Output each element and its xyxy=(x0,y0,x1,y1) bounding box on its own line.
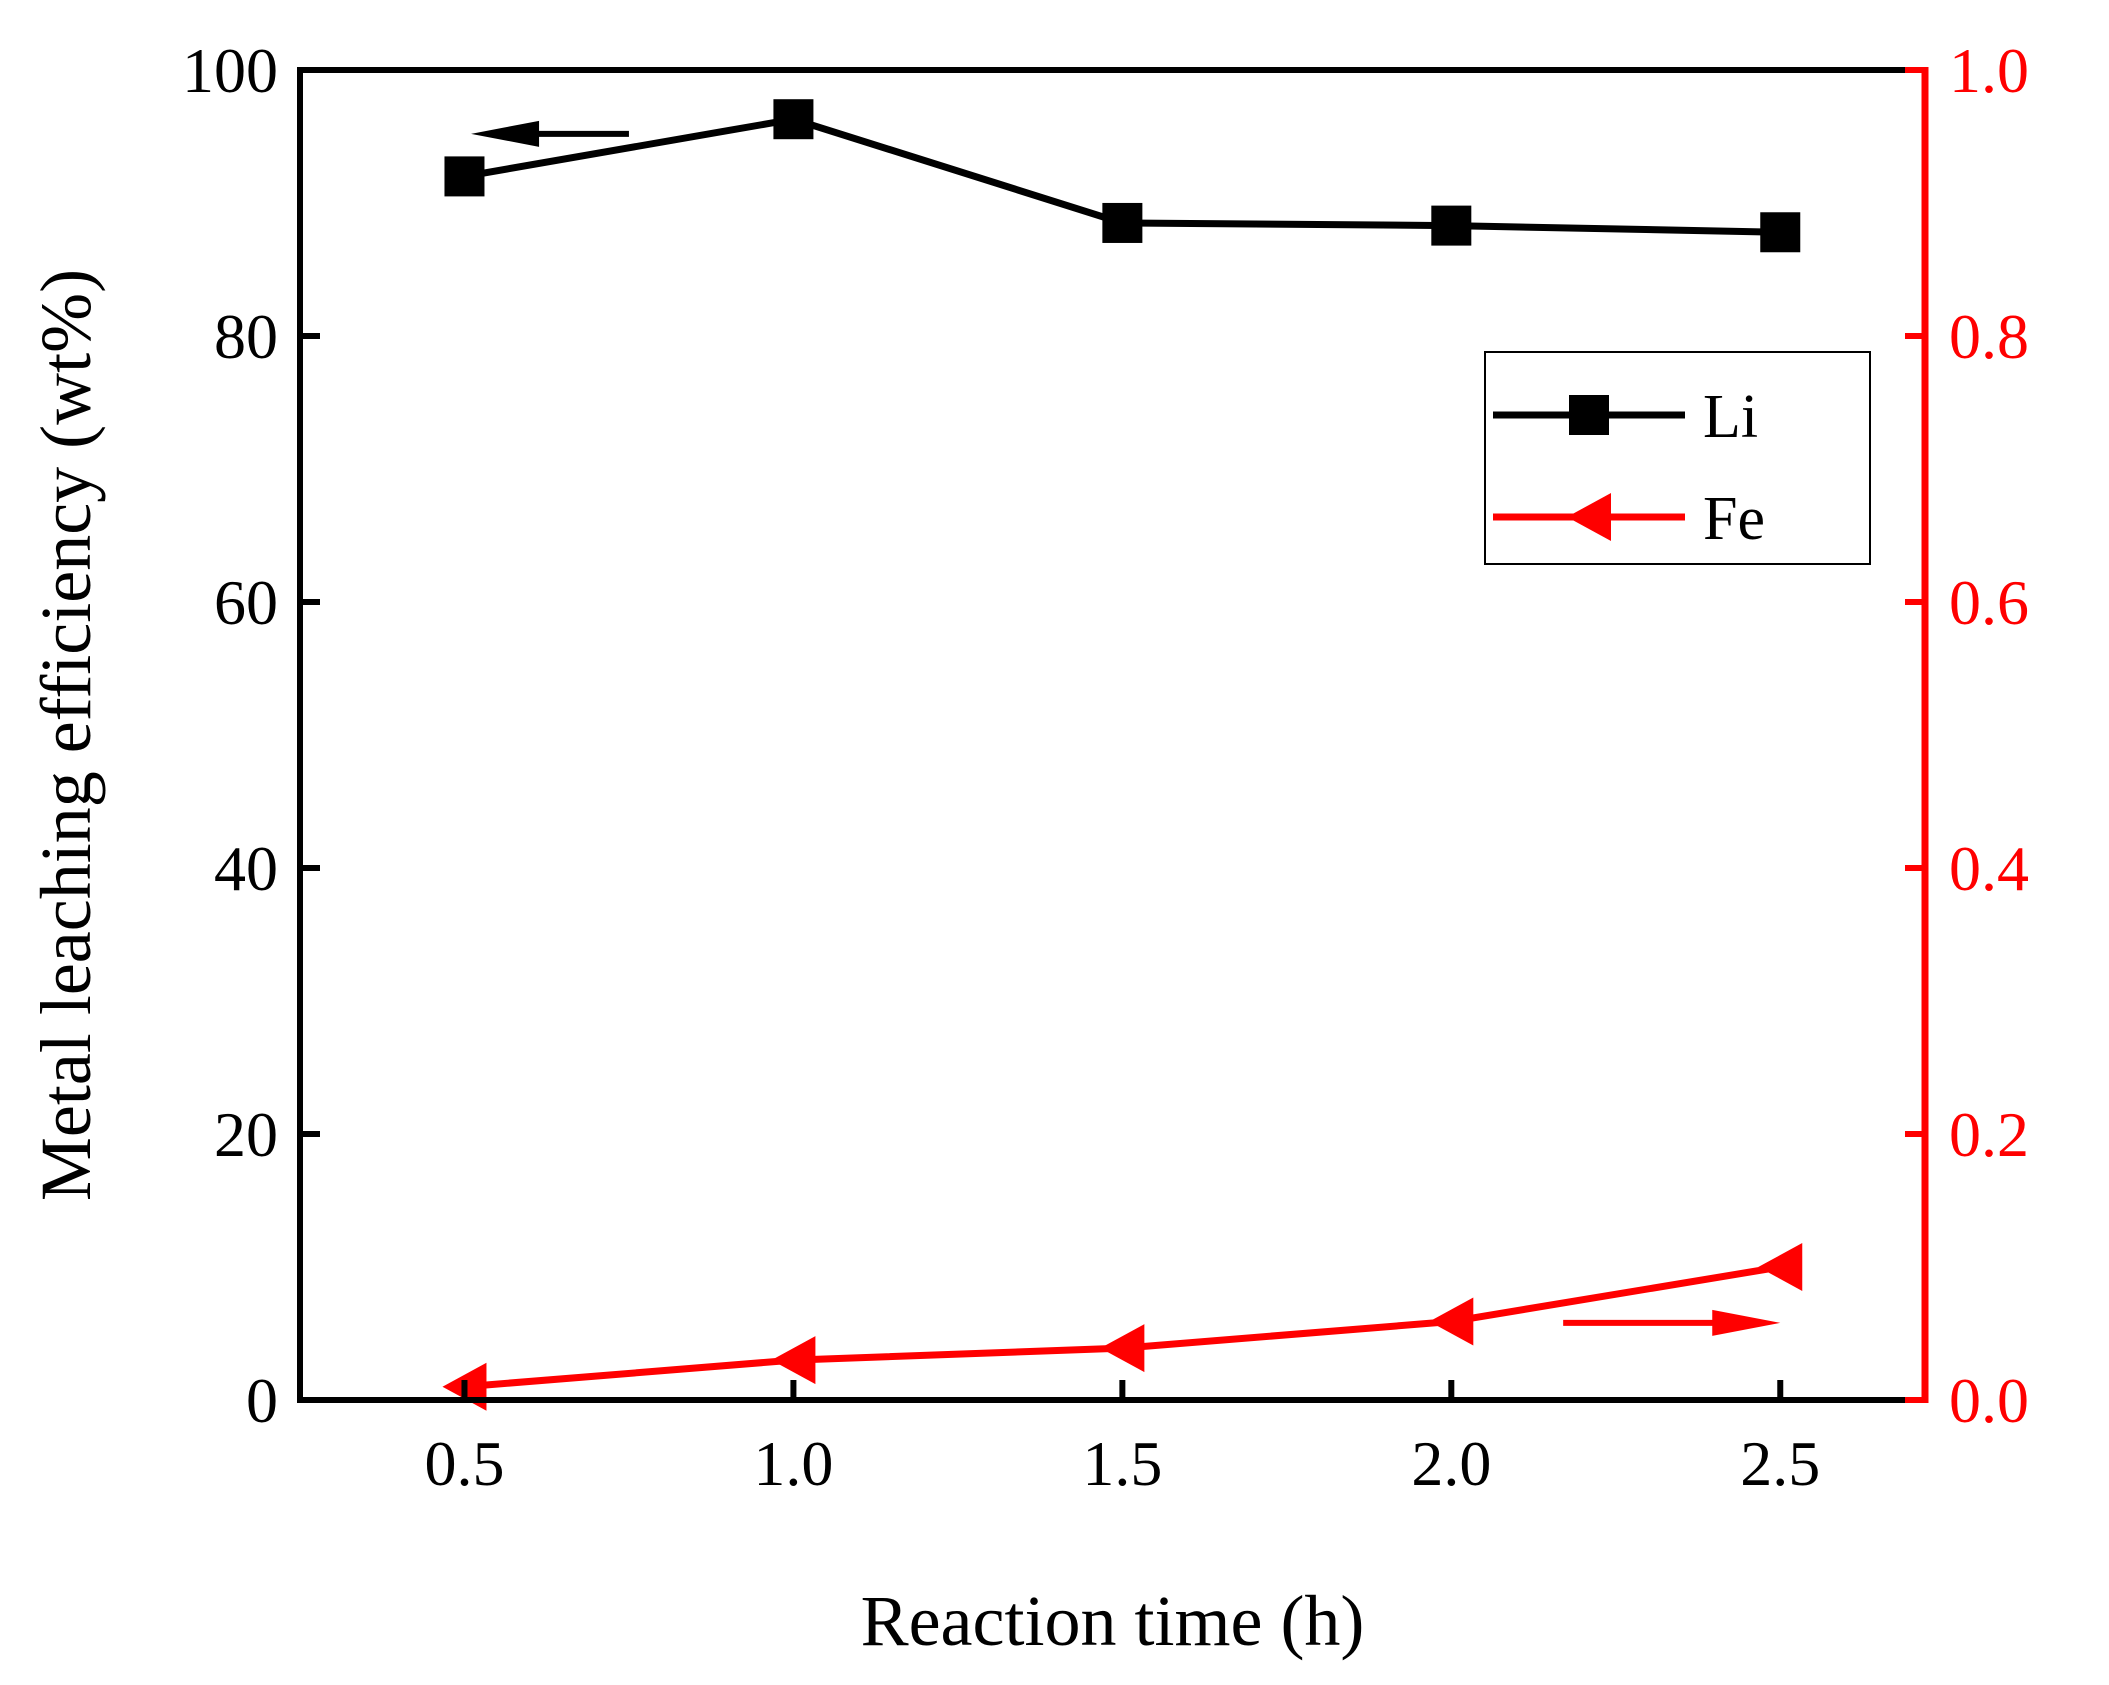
y-axis-title: Metal leaching efficiency (wt%) xyxy=(26,269,106,1201)
y-tick-label-2: 40 xyxy=(214,833,278,904)
x-tick-label-2: 1.5 xyxy=(1082,1428,1162,1499)
y-tick-label-3: 60 xyxy=(214,567,278,638)
data-point-fe-2 xyxy=(1100,1324,1145,1373)
legend-marker-li xyxy=(1569,395,1609,435)
y2-tick-label-4: 0.8 xyxy=(1949,301,2029,372)
data-point-li-4 xyxy=(1760,212,1801,253)
y-tick-label-1: 20 xyxy=(214,1099,278,1170)
x-tick-label-1: 1.0 xyxy=(753,1428,833,1499)
plot-area xyxy=(300,70,1925,1400)
y2-tick-label-0: 0.0 xyxy=(1949,1365,2029,1436)
arrow-fe-to-right-axis xyxy=(1563,1309,1781,1336)
x-axis-title: Reaction time (h) xyxy=(861,1581,1365,1661)
data-point-li-1 xyxy=(773,99,814,140)
legend-item-li: Li xyxy=(1493,383,1758,451)
arrow-li-to-left-axis xyxy=(471,120,629,147)
arrow-fe-to-right-axis-head xyxy=(1712,1309,1781,1336)
data-point-li-3 xyxy=(1431,205,1472,246)
y2-tick-label-2: 0.4 xyxy=(1949,833,2029,904)
series-layer xyxy=(442,99,1803,1411)
legend-label-li: Li xyxy=(1703,383,1758,451)
data-point-fe-4 xyxy=(1758,1243,1803,1291)
legend-box xyxy=(1484,351,1871,565)
y-tick-label-4: 80 xyxy=(214,301,278,372)
axes-layer: 0.5 1.0 1.5 2.0 2.5 0 20 40 60 80 100 0.0 0.2 0.4 0.6 0… xyxy=(182,35,2029,1499)
data-point-li-2 xyxy=(1102,202,1143,243)
arrow-li-to-left-axis-head xyxy=(471,120,540,147)
y2-tick-label-1: 0.2 xyxy=(1949,1099,2029,1170)
x-tick-label-4: 2.5 xyxy=(1740,1428,1820,1499)
legend: Li Fe xyxy=(1484,351,1871,565)
x-tick-label-3: 2.0 xyxy=(1411,1428,1491,1499)
legend-item-fe: Fe xyxy=(1493,485,1765,553)
x-tick-label-0: 0.5 xyxy=(424,1428,504,1499)
data-point-fe-1 xyxy=(771,1336,816,1385)
legend-label-fe: Fe xyxy=(1703,485,1765,553)
legend-marker-fe xyxy=(1567,493,1611,541)
y-tick-label-5: 100 xyxy=(182,35,278,106)
y-tick-label-0: 0 xyxy=(246,1365,278,1436)
annotation-layer xyxy=(471,120,1781,1336)
data-point-fe-3 xyxy=(1429,1297,1474,1346)
y2-tick-label-5: 1.0 xyxy=(1949,35,2029,106)
y2-tick-label-3: 0.6 xyxy=(1949,567,2029,638)
data-point-li-0 xyxy=(444,156,485,197)
plot-background xyxy=(300,70,1925,1400)
